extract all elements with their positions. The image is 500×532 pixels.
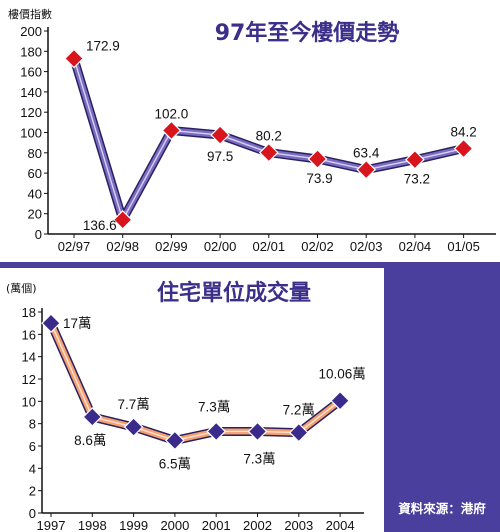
- y-axis-label: (萬個): [6, 282, 37, 295]
- x-tick-label: 02/97: [58, 239, 91, 254]
- y-tick-label: 100: [20, 126, 42, 141]
- data-point-marker: [453, 138, 474, 159]
- transaction-volume-chart-panel: 住宅單位成交量 (萬個) 0 2 4 6 8 10 12 14 16 18 1997 1998 1999 20…: [0, 268, 384, 532]
- data-label: 6.5萬: [159, 456, 191, 471]
- x-tick-label: 01/05: [447, 239, 480, 254]
- x-tick-label: 2000: [160, 518, 189, 532]
- x-tick-label: 02/98: [106, 239, 139, 254]
- x-tick-label: 02/02: [301, 239, 334, 254]
- y-tick-label: 14: [22, 350, 36, 365]
- data-point-marker: [210, 125, 230, 145]
- data-label: 7.2萬: [283, 403, 315, 418]
- y-tick-label: 6: [29, 439, 36, 454]
- x-tick-label: 2004: [326, 518, 355, 532]
- y-tick-label: 8: [29, 417, 36, 432]
- data-label: 7.7萬: [117, 397, 149, 412]
- chart-title: 住宅單位成交量: [157, 280, 311, 306]
- x-tick-label: 02/99: [155, 239, 188, 254]
- x-tick-label: 1997: [37, 518, 66, 532]
- data-label: 7.3萬: [243, 451, 275, 466]
- data-point-marker: [123, 417, 144, 437]
- data-label: 63.4: [353, 146, 380, 161]
- data-label: 17萬: [63, 316, 92, 331]
- y-tick-label: 20: [28, 207, 42, 222]
- data-point-marker: [405, 149, 425, 170]
- chart-title: 97年至今樓價走勢: [215, 20, 400, 46]
- y-tick-label: 18: [22, 305, 36, 320]
- y-tick-label: 120: [20, 105, 42, 120]
- y-axis-label: 樓價指數: [8, 7, 52, 21]
- data-point-marker: [307, 149, 328, 169]
- data-label: 84.2: [450, 125, 476, 140]
- data-point-marker: [82, 407, 103, 427]
- x-tick-label: 02/03: [350, 239, 383, 254]
- data-point-marker: [288, 422, 309, 443]
- data-label: 172.9: [86, 39, 120, 54]
- x-tick-label: 02/00: [204, 239, 237, 254]
- y-tick-label: 140: [20, 85, 42, 100]
- y-tick-label: 200: [20, 24, 42, 39]
- y-tick-label: 0: [29, 506, 36, 521]
- y-tick-label: 160: [20, 65, 42, 80]
- data-label: 102.0: [155, 106, 189, 121]
- data-point-marker: [330, 390, 350, 411]
- data-point-marker: [41, 313, 61, 334]
- data-point-marker: [258, 142, 279, 163]
- y-tick-label: 12: [22, 372, 36, 387]
- x-tick-label: 1999: [119, 518, 148, 532]
- price-index-chart-panel: 97年至今樓價走勢 樓價指數 0 20 40 60 80 100 120 140 160 180 200…: [0, 0, 500, 262]
- x-tick-label: 2003: [284, 518, 313, 532]
- y-tick-label: 80: [28, 146, 42, 161]
- data-point-marker: [64, 48, 84, 69]
- price-index-chart: 97年至今樓價走勢 樓價指數 0 20 40 60 80 100 120 140 160 180 200…: [8, 7, 496, 254]
- source-note: 資料來源：港府: [398, 501, 486, 516]
- y-tick-label: 10: [22, 394, 36, 409]
- x-tick-label: 02/01: [253, 239, 286, 254]
- data-point-marker: [247, 421, 268, 442]
- y-tick-label: 40: [28, 186, 42, 201]
- data-label: 7.3萬: [198, 399, 230, 414]
- data-label: 10.06萬: [318, 367, 365, 382]
- data-point-marker: [165, 430, 185, 451]
- x-tick-label: 1998: [78, 518, 107, 532]
- y-tick-label: 4: [29, 461, 36, 476]
- transaction-volume-chart: 住宅單位成交量 (萬個) 0 2 4 6 8 10 12 14 16 18 1997 1998 1999 20…: [6, 280, 366, 532]
- data-label: 136.6: [83, 218, 117, 233]
- x-tick-label: 2002: [243, 518, 272, 532]
- data-label: 80.2: [256, 129, 282, 144]
- data-point-marker: [112, 209, 133, 230]
- data-point-marker: [206, 421, 227, 442]
- data-label: 8.6萬: [74, 433, 106, 448]
- y-tick-label: 60: [28, 166, 42, 181]
- data-label: 73.2: [404, 172, 430, 187]
- data-label: 73.9: [306, 171, 332, 186]
- y-tick-label: 0: [35, 227, 42, 242]
- data-point-marker: [356, 159, 377, 180]
- x-tick-label: 2001: [202, 518, 231, 532]
- y-tick-label: 180: [20, 44, 42, 59]
- data-point-marker: [161, 120, 182, 141]
- x-tick-label: 02/04: [399, 239, 432, 254]
- y-tick-label: 16: [22, 327, 36, 342]
- data-label: 97.5: [207, 149, 233, 164]
- y-tick-label: 2: [29, 484, 36, 499]
